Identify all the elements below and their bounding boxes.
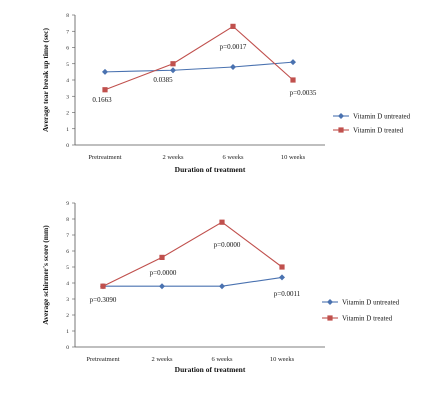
chart2-x-axis-title: Duration of treatment: [175, 365, 246, 374]
chart1-p-value-label: p=0.0035: [290, 89, 317, 97]
chart2-point-untreated: [279, 274, 285, 281]
chart1-y-tick-label: 2: [66, 111, 69, 117]
chart1-legend-marker-untreated: [338, 113, 344, 119]
chart1-point-untreated: [102, 68, 108, 75]
chart2-x-tick-label: 2 weeks: [151, 356, 173, 363]
chart2-y-tick-label: 7: [66, 233, 69, 239]
chart1-y-tick-label: 1: [66, 127, 69, 133]
chart2-point-untreated: [219, 283, 225, 290]
chart1-point-treated: [230, 23, 236, 29]
chart2-point-treated: [279, 264, 285, 270]
chart2-y-tick-label: 1: [66, 329, 69, 335]
chart1-y-tick-label: 7: [66, 29, 69, 35]
chart2-p-value-label: p=0.3090: [90, 296, 117, 304]
chart2-legend-marker-treated: [327, 315, 333, 321]
chart1-x-tick-label: 2 weeks: [162, 154, 184, 161]
chart2-y-tick-label: 4: [66, 281, 69, 287]
chart2-point-untreated: [159, 283, 165, 290]
chart2-legend-label-untreated: Vitamin D untreated: [342, 299, 400, 307]
chart2-x-tick-label: Pretreatment: [86, 356, 119, 363]
chart2-x-tick-label: 10 weeks: [270, 356, 295, 363]
chart2-legend-label-treated: Vitamin D treated: [342, 315, 393, 323]
chart1-point-treated: [170, 61, 176, 67]
chart1-x-tick-label: Pretreatment: [88, 154, 121, 161]
chart1-point-untreated: [290, 59, 296, 66]
chart2-y-tick-label: 0: [66, 345, 69, 351]
chart2-y-tick-label: 8: [66, 217, 69, 223]
chart2-y-axis-title: Average schirmer's score (mm): [41, 225, 50, 325]
chart1-point-treated: [290, 77, 296, 83]
chart1-y-tick-label: 5: [66, 62, 69, 68]
chart1-y-tick-label: 0: [66, 143, 69, 149]
chart1-legend-marker-treated: [338, 127, 344, 133]
chart1-legend-label-untreated: Vitamin D untreated: [353, 113, 411, 121]
chart1-point-untreated: [170, 67, 176, 74]
chart2-series-line-untreated: [103, 276, 283, 287]
chart1-series-line-untreated: [104, 61, 294, 73]
chart2-legend-marker-untreated: [327, 299, 333, 305]
chart2-p-value-label: p=0.0000: [214, 241, 241, 249]
chart1-y-tick-label: 3: [66, 94, 69, 100]
chart2-x-tick-label: 6 weeks: [211, 356, 233, 363]
chart2-y-tick-label: 5: [66, 265, 69, 271]
chart1-y-tick-label: 6: [66, 46, 69, 52]
chart1-p-value-label: 0.0385: [153, 76, 173, 84]
chart1-y-axis-title: Average tear break up time (sec): [41, 28, 50, 132]
chart2-point-treated: [219, 219, 225, 225]
chart1-p-value-label: 0.1663: [92, 96, 112, 104]
chart1-x-tick-label: 6 weeks: [222, 154, 244, 161]
chart1-point-treated: [102, 87, 108, 93]
chart2-series-line-treated: [102, 221, 283, 287]
chart1-x-tick-label: 10 weeks: [281, 154, 306, 161]
chart2-point-treated: [159, 254, 165, 260]
chart1-point-untreated: [230, 64, 236, 70]
chart1-x-axis-title: Duration of treatment: [175, 165, 246, 174]
chart2-point-treated: [100, 283, 106, 289]
chart2-y-tick-label: 3: [66, 297, 69, 303]
chart1-y-tick-label: 8: [66, 13, 69, 19]
chart1-legend-label-treated: Vitamin D treated: [353, 127, 404, 135]
chart2-p-value-label: p=0.0000: [150, 269, 177, 277]
chart2-y-tick-label: 6: [66, 249, 69, 255]
chart2-y-tick-label: 2: [66, 313, 69, 319]
chart2-y-tick-label: 9: [66, 201, 69, 207]
chart1-series-line-treated: [104, 25, 294, 91]
chart1-y-tick-label: 4: [66, 78, 69, 84]
chart1-p-value-label: p=0.0017: [220, 43, 247, 51]
chart2-p-value-label: p=0.0011: [274, 290, 301, 298]
